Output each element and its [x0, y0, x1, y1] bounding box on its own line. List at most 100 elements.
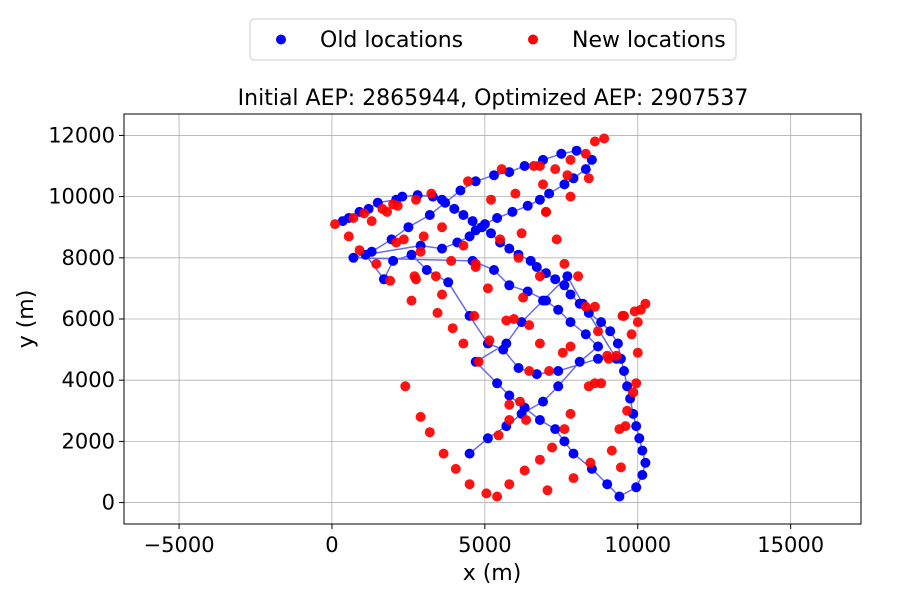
old-location-point	[440, 197, 451, 208]
new-location-point	[510, 188, 521, 199]
old-location-point	[464, 448, 475, 459]
new-location-point	[458, 240, 469, 251]
new-location-point	[382, 206, 392, 217]
new-location-point	[481, 488, 492, 499]
old-location-point	[534, 194, 545, 205]
new-location-point	[628, 387, 639, 398]
old-location-point	[513, 363, 524, 373]
new-location-point	[622, 405, 633, 416]
new-location-point	[437, 222, 447, 233]
new-location-point	[611, 350, 622, 361]
new-location-point	[521, 415, 532, 425]
new-location-point	[450, 463, 461, 474]
old-location-point	[541, 295, 551, 306]
old-location-point	[421, 265, 432, 275]
old-location-point	[568, 448, 579, 459]
legend-marker-new	[528, 34, 538, 45]
x-tick-label: 15000	[757, 533, 824, 557]
old-location-point	[467, 216, 478, 227]
new-location-point	[551, 234, 562, 245]
y-tick-label: 10000	[48, 185, 115, 209]
old-location-point	[631, 482, 642, 493]
old-location-point	[559, 280, 570, 291]
old-location-point	[553, 304, 564, 315]
new-location-point	[534, 161, 545, 171]
new-location-point	[534, 271, 545, 282]
y-tick-label: 0	[102, 491, 115, 515]
new-location-point	[385, 275, 396, 286]
old-location-point	[464, 231, 475, 242]
x-tick-label: 10000	[604, 533, 671, 557]
x-tick-label: −5000	[144, 533, 215, 557]
old-location-point	[634, 433, 645, 444]
new-location-point	[632, 317, 643, 328]
new-location-point	[486, 194, 496, 205]
y-tick-label: 2000	[62, 429, 115, 453]
legend-marker-old	[276, 34, 286, 45]
y-tick-label: 4000	[62, 368, 115, 392]
new-location-point	[504, 399, 515, 410]
data-points	[330, 133, 651, 502]
chart-title: Initial AEP: 2865944, Optimized AEP: 290…	[238, 86, 749, 111]
new-location-point	[463, 176, 473, 187]
new-location-point	[447, 323, 458, 334]
new-location-point	[524, 320, 535, 331]
old-location-point	[348, 252, 359, 263]
old-location-point	[504, 243, 515, 254]
new-location-point	[330, 219, 340, 230]
x-axis-label: x (m)	[463, 561, 522, 586]
new-location-point	[470, 258, 481, 269]
new-location-point	[391, 237, 402, 248]
new-location-point	[632, 347, 643, 358]
new-location-point	[538, 179, 548, 190]
old-location-point	[482, 433, 493, 444]
new-location-point	[366, 216, 377, 227]
new-location-point	[418, 231, 429, 242]
new-location-point	[606, 445, 617, 456]
new-location-point	[504, 479, 515, 490]
new-location-point	[573, 271, 584, 282]
old-location-point	[565, 317, 576, 328]
old-location-point	[612, 338, 623, 349]
old-location-point	[559, 436, 570, 447]
old-location-point	[553, 366, 564, 376]
y-tick-label: 6000	[62, 307, 115, 331]
old-location-point	[596, 317, 607, 328]
new-location-point	[508, 314, 519, 324]
new-location-point	[519, 465, 530, 476]
new-location-point	[388, 199, 399, 210]
old-location-point	[470, 225, 481, 236]
old-location-point	[522, 200, 533, 211]
new-location-point	[550, 164, 561, 175]
new-location-point	[580, 148, 591, 159]
new-location-point	[409, 271, 420, 282]
legend-label-new: New locations	[572, 28, 726, 53]
old-location-point	[571, 145, 582, 156]
old-location-point	[443, 277, 454, 288]
y-tick-label: 12000	[48, 123, 115, 147]
new-location-point	[589, 301, 600, 312]
new-location-point	[504, 415, 515, 425]
old-location-point	[406, 249, 417, 260]
legend-frame	[249, 18, 737, 61]
y-tick-label: 8000	[62, 246, 115, 270]
new-location-point	[559, 424, 570, 435]
new-location-point	[473, 356, 484, 367]
new-location-point	[484, 335, 495, 346]
old-location-point	[586, 154, 597, 165]
new-location-point	[458, 338, 469, 349]
new-location-point	[464, 479, 475, 490]
old-location-point	[534, 415, 545, 425]
new-location-point	[424, 427, 435, 438]
legend-label-old: Old locations	[320, 28, 463, 53]
old-location-point	[640, 457, 651, 468]
new-location-point	[565, 341, 576, 352]
new-location-point	[534, 338, 545, 349]
new-location-point	[541, 206, 551, 217]
y-axis-label: y (m)	[14, 290, 39, 349]
old-location-point	[580, 164, 591, 175]
new-location-point	[599, 133, 610, 144]
new-location-point	[602, 350, 613, 361]
new-location-point	[565, 191, 576, 202]
new-location-point	[626, 329, 637, 340]
